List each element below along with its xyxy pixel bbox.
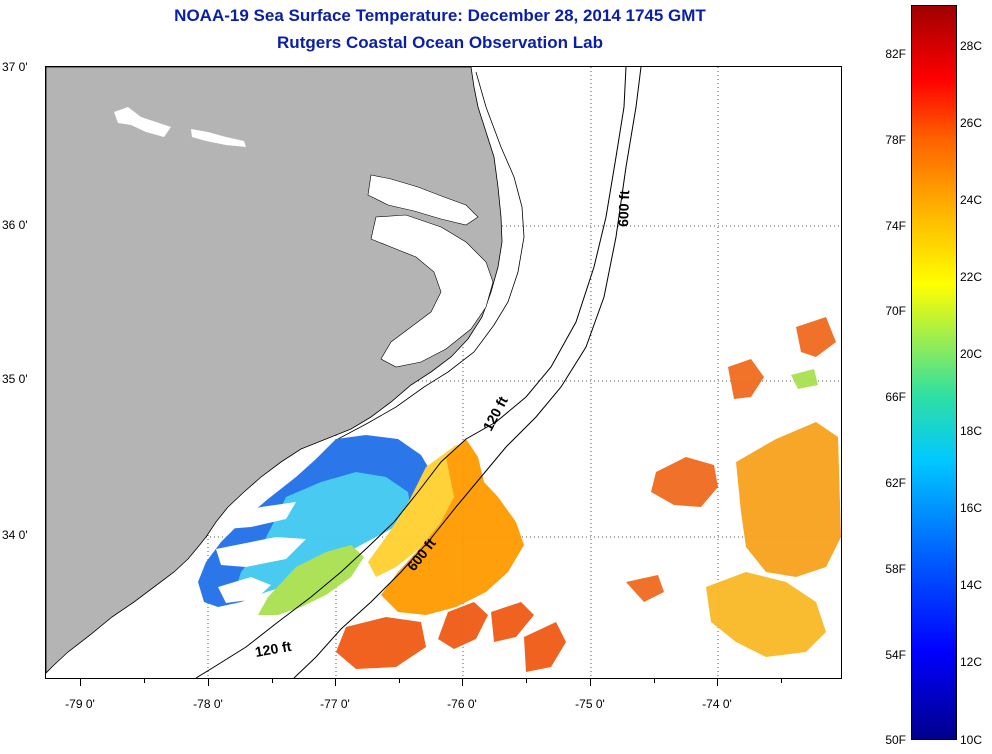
sst-patch-east-1	[651, 457, 718, 507]
lon-label-74: -74 0'	[702, 697, 732, 711]
lat-label-34: 34 0'	[2, 528, 28, 542]
colorbar-c-14: 14C	[960, 578, 983, 592]
map-title: NOAA-19 Sea Surface Temperature: Decembe…	[174, 6, 706, 25]
lon-label-77: -77 0'	[320, 697, 350, 711]
colorbar-f-66: 66F	[885, 390, 906, 404]
colorbar-f-62: 62F	[885, 476, 906, 490]
lat-label-36: 36 0'	[2, 218, 28, 232]
colorbar-f-70: 70F	[885, 304, 906, 318]
temperature-colorbar	[911, 5, 957, 740]
map-subtitle: Rutgers Coastal Ocean Observation Lab	[277, 33, 603, 52]
inland-lake-1	[114, 107, 171, 137]
sst-patch-east-6	[626, 575, 664, 602]
sst-map[interactable]: 600 ft 120 ft 600 ft 120 ft	[45, 66, 842, 679]
lat-label-35: 35 0'	[2, 372, 28, 386]
colorbar-f-50: 50F	[885, 733, 906, 747]
colorbar-c-28: 28C	[960, 39, 983, 53]
sst-hot-offshore-2	[491, 602, 534, 642]
cloud-mask	[216, 502, 306, 603]
lon-label-79: -79 0'	[65, 697, 95, 711]
sst-patch-east-4	[706, 572, 826, 657]
colorbar-c-12: 12C	[960, 655, 983, 669]
lon-label-78: -78 0'	[193, 697, 223, 711]
colorbar-f-58: 58F	[885, 562, 906, 576]
colorbar-c-26: 26C	[960, 116, 983, 130]
inland-lake-2	[191, 129, 246, 147]
bathymetry-contours	[195, 67, 642, 678]
albemarle-sound	[367, 174, 479, 226]
colorbar-c-16: 16C	[960, 501, 983, 515]
lon-label-75: -75 0'	[575, 697, 605, 711]
colorbar-f-82: 82F	[885, 47, 906, 61]
pamlico-sound	[370, 214, 494, 368]
colorbar-c-20: 20C	[960, 347, 983, 361]
barrier-islands	[337, 71, 525, 440]
sst-orange-zone	[381, 439, 524, 615]
contour-120ft	[195, 67, 627, 678]
lat-label-37: 37 0'	[2, 60, 28, 74]
sst-cool-zone	[234, 472, 411, 597]
contour-600ft	[293, 67, 642, 678]
sst-patch-east-5	[796, 317, 836, 357]
sst-patch-east-3	[736, 422, 841, 577]
sst-mild-zone	[258, 545, 364, 615]
colorbar-c-10: 10C	[960, 733, 983, 747]
contour-label-120-south: 120 ft	[254, 638, 293, 660]
colorbar-c-22: 22C	[960, 270, 983, 284]
sst-hot-offshore-3	[524, 622, 566, 672]
contour-label-600-north: 600 ft	[615, 190, 632, 227]
sst-patch-east-2	[728, 359, 764, 399]
sst-hot-offshore-4	[336, 617, 426, 669]
colorbar-f-54: 54F	[885, 648, 906, 662]
lon-label-76: -76 0'	[447, 697, 477, 711]
colorbar-f-78: 78F	[885, 133, 906, 147]
sst-patch-east-7	[791, 369, 818, 389]
colorbar-c-24: 24C	[960, 193, 983, 207]
sst-yellow-warm	[368, 445, 476, 577]
colorbar-c-18: 18C	[960, 424, 983, 438]
sst-hot-offshore-1	[438, 602, 488, 649]
colorbar-f-74: 74F	[885, 219, 906, 233]
